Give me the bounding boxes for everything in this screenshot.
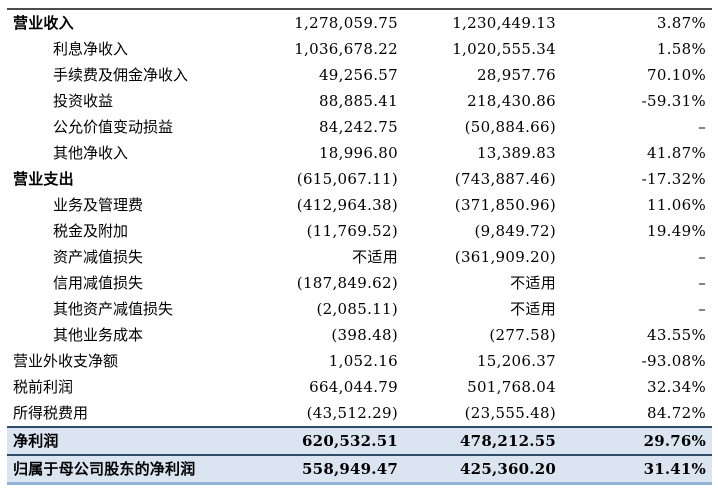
yoy-change-percent: 1.58% [656, 40, 706, 58]
row-label: 税前利润 [13, 378, 74, 396]
current-period-value: (187,849.62) [296, 274, 398, 292]
current-period-value: (615,067.11) [296, 170, 398, 188]
prior-period-value: 501,768.04 [467, 378, 556, 396]
table-row: 投资收益 88,885.41 218,430.86 -59.31% [7, 88, 712, 114]
yoy-change-percent: 43.55% [647, 326, 706, 344]
yoy-change-percent: 41.87% [647, 144, 706, 162]
table-row: 其他资产减值损失 (2,085.11) 不适用 – [7, 296, 712, 322]
row-label: 税金及附加 [53, 222, 129, 240]
row-label: 利息净收入 [53, 40, 129, 58]
yoy-change-percent: 11.06% [647, 196, 706, 214]
yoy-change-percent: 29.76% [562, 426, 712, 455]
prior-period-value: 478,212.55 [404, 426, 562, 455]
prior-period-value: 13,389.83 [476, 144, 556, 162]
table-row: 其他净收入 18,996.80 13,389.83 41.87% [7, 140, 712, 166]
row-label: 业务及管理费 [53, 196, 144, 214]
table-row: 税前利润 664,044.79 501,768.04 32.34% [7, 374, 712, 400]
current-period-value: 1,278,059.75 [294, 14, 398, 32]
current-period-value: (398.48) [331, 326, 398, 344]
table-row: 手续费及佣金净收入 49,256.57 28,957.76 70.10% [7, 62, 712, 88]
yoy-change-percent: -17.32% [641, 170, 706, 188]
income-statement-body: 营业收入 1,278,059.75 1,230,449.13 3.87% 利息净… [7, 9, 712, 484]
yoy-change-percent: 84.72% [647, 404, 706, 422]
yoy-change-percent: – [698, 300, 706, 318]
table-row: 营业外收支净额 1,052.16 15,206.37 -93.08% [7, 348, 712, 374]
table-row: 归属于母公司股东的净利润 558,949.47 425,360.20 31.41… [7, 454, 712, 484]
row-label: 营业支出 [13, 170, 74, 188]
row-label: 其他业务成本 [53, 326, 144, 344]
current-period-value: 1,036,678.22 [294, 40, 398, 58]
yoy-change-percent: 32.34% [647, 378, 706, 396]
row-label: 公允价值变动损益 [53, 118, 174, 136]
prior-period-value: 15,206.37 [476, 352, 556, 370]
current-period-value: 558,949.47 [292, 454, 404, 484]
current-period-value: (43,512.29) [306, 404, 398, 422]
prior-period-value: (9,849.72) [474, 222, 556, 240]
current-period-value: 620,532.51 [292, 426, 404, 455]
prior-period-value: (50,884.66) [464, 118, 556, 136]
table-row: 资产减值损失 不适用 (361,909.20) – [7, 244, 712, 270]
row-label: 营业收入 [13, 14, 74, 32]
table-row: 公允价值变动损益 84,242.75 (50,884.66) – [7, 114, 712, 140]
current-period-value: 84,242.75 [318, 118, 398, 136]
yoy-change-percent: 3.87% [656, 14, 706, 32]
table-row: 净利润 620,532.51 478,212.55 29.76% [7, 426, 712, 455]
yoy-change-percent: -59.31% [641, 92, 706, 110]
prior-period-value: 218,430.86 [467, 92, 556, 110]
prior-period-value: 1,230,449.13 [452, 14, 556, 32]
table-row: 所得税费用 (43,512.29) (23,555.48) 84.72% [7, 400, 712, 427]
row-label: 净利润 [7, 426, 292, 455]
prior-period-value: 不适用 [510, 300, 556, 318]
yoy-change-percent: – [698, 248, 706, 266]
table-row: 利息净收入 1,036,678.22 1,020,555.34 1.58% [7, 36, 712, 62]
row-label: 其他净收入 [53, 144, 129, 162]
yoy-change-percent: -93.08% [641, 352, 706, 370]
row-label: 信用减值损失 [53, 274, 144, 292]
yoy-change-percent: 19.49% [647, 222, 706, 240]
current-period-value: 664,044.79 [309, 378, 398, 396]
yoy-change-percent: – [698, 118, 706, 136]
current-period-value: 1,052.16 [328, 352, 398, 370]
row-label: 所得税费用 [13, 404, 89, 422]
current-period-value: 不适用 [352, 248, 398, 266]
prior-period-value: 425,360.20 [404, 454, 562, 484]
current-period-value: (412,964.38) [296, 196, 398, 214]
prior-period-value: 不适用 [510, 274, 556, 292]
prior-period-value: (371,850.96) [454, 196, 556, 214]
prior-period-value: 28,957.76 [476, 66, 556, 84]
row-label: 其他资产减值损失 [53, 300, 174, 318]
current-period-value: 18,996.80 [318, 144, 398, 162]
row-label: 营业外收支净额 [13, 352, 119, 370]
prior-period-value: (361,909.20) [454, 248, 556, 266]
table-row: 信用减值损失 (187,849.62) 不适用 – [7, 270, 712, 296]
prior-period-value: (277.58) [489, 326, 556, 344]
table-row: 其他业务成本 (398.48) (277.58) 43.55% [7, 322, 712, 348]
prior-period-value: 1,020,555.34 [452, 40, 556, 58]
table-row: 营业收入 1,278,059.75 1,230,449.13 3.87% [7, 9, 712, 36]
prior-period-value: (743,887.46) [454, 170, 556, 188]
income-statement-table: 营业收入 1,278,059.75 1,230,449.13 3.87% 利息净… [7, 8, 712, 485]
report-page: 营业收入 1,278,059.75 1,230,449.13 3.87% 利息净… [0, 8, 718, 485]
current-period-value: 88,885.41 [318, 92, 398, 110]
row-label: 归属于母公司股东的净利润 [7, 454, 292, 484]
yoy-change-percent: 31.41% [562, 454, 712, 484]
row-label: 资产减值损失 [53, 248, 144, 266]
current-period-value: (2,085.11) [316, 300, 398, 318]
table-row: 业务及管理费 (412,964.38) (371,850.96) 11.06% [7, 192, 712, 218]
row-label: 投资收益 [53, 92, 114, 110]
row-label: 手续费及佣金净收入 [53, 66, 189, 84]
current-period-value: (11,769.52) [306, 222, 398, 240]
current-period-value: 49,256.57 [318, 66, 398, 84]
table-row: 营业支出 (615,067.11) (743,887.46) -17.32% [7, 166, 712, 192]
table-row: 税金及附加 (11,769.52) (9,849.72) 19.49% [7, 218, 712, 244]
yoy-change-percent: – [698, 274, 706, 292]
prior-period-value: (23,555.48) [464, 404, 556, 422]
yoy-change-percent: 70.10% [647, 66, 706, 84]
